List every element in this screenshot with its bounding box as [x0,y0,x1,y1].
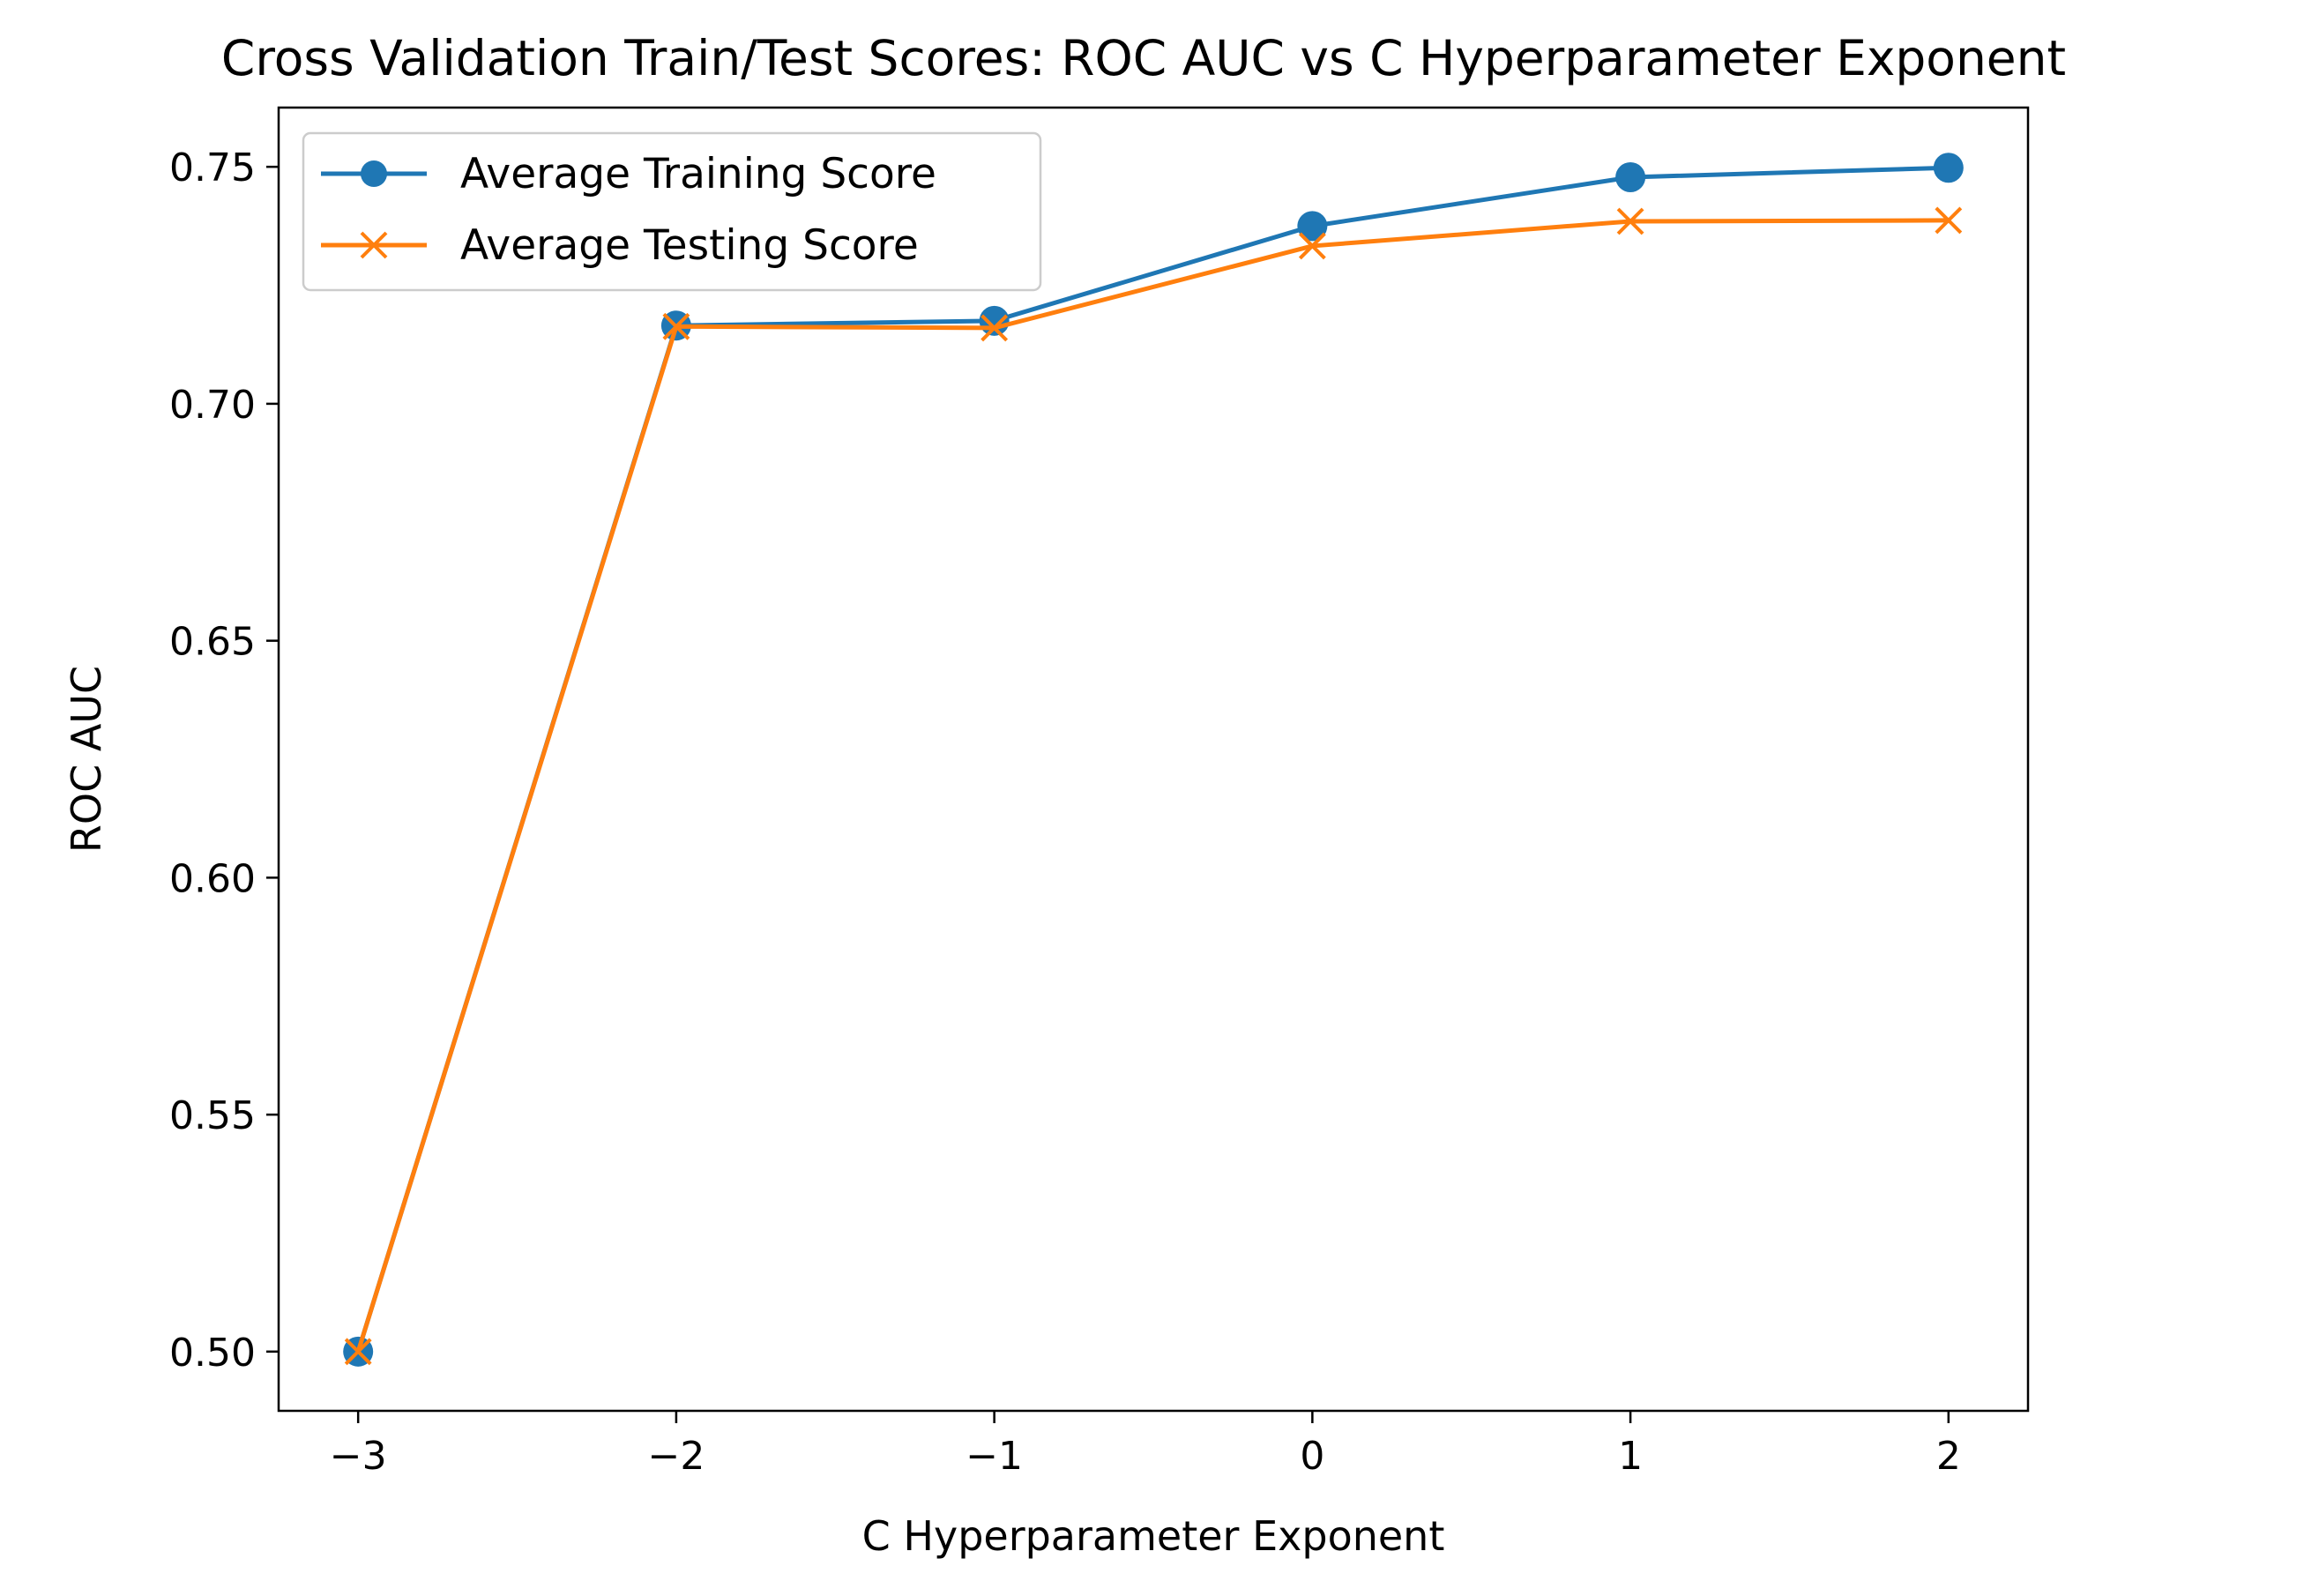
data-point-testing [1298,232,1326,260]
y-tick-label: 0.50 [169,1331,256,1376]
y-tick-label: 0.65 [169,620,256,665]
x-axis-label: C Hyperparameter Exponent [862,1512,1445,1560]
plot-area [279,108,2028,1411]
series-layer [343,153,1964,1367]
data-point-training [1297,211,1328,242]
x-tick-label: −3 [330,1434,387,1479]
data-point-training [1615,162,1646,193]
x-tick-label: −1 [966,1434,1023,1479]
y-tick-label: 0.75 [169,145,256,190]
y-tick-label: 0.55 [169,1093,256,1138]
chart-title: Cross Validation Train/Test Scores: ROC … [221,30,2066,86]
data-point-training [979,305,1010,336]
legend-box [302,131,1042,292]
data-point-training [1933,153,1964,183]
legend-training-label: Average Training Score [460,150,936,198]
x-tick-label: 0 [1300,1434,1324,1479]
legend: Average Training Score Average Testing S… [302,131,1042,292]
data-point-testing [981,314,1009,342]
data-point-testing [344,1338,372,1366]
y-tick-label: 0.70 [169,383,256,428]
data-point-testing [662,312,690,340]
y-tick-label: 0.60 [169,856,256,901]
series-line-testing [355,218,1949,1353]
x-tick-label: 1 [1618,1434,1643,1479]
x-axis-ticks: −3 −2 −1 0 1 2 [330,1411,1961,1479]
legend-testing-marker [360,231,388,259]
data-point-testing [1935,206,1963,235]
legend-testing-label: Average Testing Score [460,221,919,270]
data-point-testing [1616,207,1644,235]
y-axis-ticks: 0.50 0.55 0.60 0.65 0.70 0.75 [169,145,279,1376]
y-axis-label: ROC AUC [63,666,110,853]
x-tick-label: 2 [1936,1434,1961,1479]
plot-background [279,108,2028,1411]
plot-frame [277,106,2030,1413]
x-tick-label: −2 [647,1434,705,1479]
legend-training-marker [361,160,387,187]
